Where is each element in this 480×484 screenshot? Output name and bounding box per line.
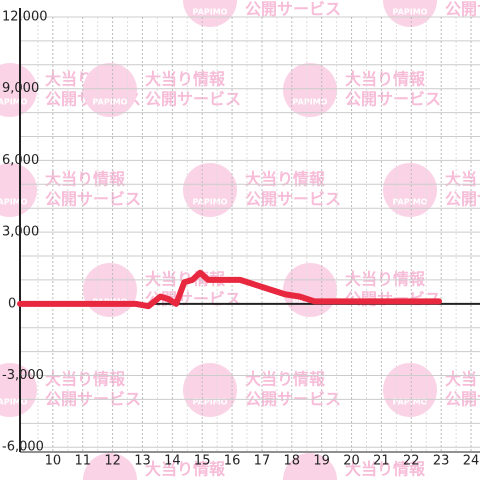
y-tick-label: 6,000 — [2, 153, 39, 168]
watermark-text: 公開サービス — [145, 90, 241, 109]
watermark-logo-text: PAPIMO — [193, 398, 228, 407]
x-tick-label: 12 — [104, 454, 121, 469]
watermark-logo-text: PAPIMO — [0, 98, 28, 107]
watermark-text: 大当り情報 — [245, 370, 326, 389]
watermark-logo-text: PAPIMO — [0, 398, 28, 407]
x-tick-label: 22 — [403, 454, 420, 469]
y-tick-label: 12,000 — [2, 10, 48, 25]
watermark-logo-text: PAPIMO — [193, 8, 228, 17]
watermark-text: 大当り情報 — [345, 70, 426, 89]
watermark-logo — [0, 363, 37, 417]
watermark-logo — [283, 63, 337, 117]
x-tick-label: 21 — [373, 454, 390, 469]
watermark-text: 大当り情報 — [345, 270, 426, 289]
x-tick-label: 17 — [254, 454, 271, 469]
watermark-logo-text: PAPIMO — [193, 198, 228, 207]
x-tick-label: 19 — [313, 454, 330, 469]
line-series — [17, 269, 443, 310]
watermark-text: 大当り情報 — [45, 170, 126, 189]
watermark-text: 大当り情報 — [445, 170, 480, 189]
watermark-text: 大当り情報 — [45, 370, 126, 389]
watermark-text: 公開サービス — [245, 0, 341, 19]
watermark-text: 大当り情報 — [245, 170, 326, 189]
watermark-text: 大当り情報 — [145, 460, 226, 479]
watermark-logo — [183, 0, 237, 27]
x-tick-label: 13 — [134, 454, 151, 469]
x-tick-label: 10 — [45, 454, 62, 469]
y-tick-label: -6,000 — [2, 440, 44, 455]
watermark-logo-text: PAPIMO — [393, 8, 428, 17]
x-tick-label: 11 — [74, 454, 91, 469]
watermark-text: 大当り情報 — [345, 460, 426, 479]
watermark-logo-text: PAPIMO — [293, 98, 328, 107]
watermark-logo — [83, 453, 137, 484]
y-tick-label: 9,000 — [2, 81, 39, 96]
watermark-logo-text: PAPIMO — [93, 98, 128, 107]
watermark-logo-text: PAPIMO — [0, 198, 28, 207]
x-tick-label: 18 — [284, 454, 301, 469]
y-tick-label: -3,000 — [2, 368, 44, 383]
watermark-logo — [283, 263, 337, 317]
y-tick-label: 0 — [8, 296, 16, 311]
watermark-logo — [0, 63, 37, 117]
watermark-text: 公開サービス — [445, 0, 480, 19]
x-tick-label: 16 — [224, 454, 241, 469]
watermark-text: 公開サービス — [445, 190, 480, 209]
x-tick-label: 14 — [164, 454, 181, 469]
watermark-text: 公開サービス — [245, 190, 341, 209]
x-tick-label: 24 — [463, 454, 480, 469]
watermark-logo — [383, 163, 437, 217]
watermark-logo — [183, 163, 237, 217]
watermark-logo — [383, 0, 437, 27]
x-tick-label: 20 — [343, 454, 360, 469]
watermark-logo — [0, 163, 37, 217]
watermark-logo — [283, 453, 337, 484]
x-tick-label: 15 — [194, 454, 211, 469]
watermark-text: 大当り情報 — [145, 70, 226, 89]
watermark-logo — [383, 363, 437, 417]
y-tick-label: 3,000 — [2, 225, 39, 240]
watermark-text: 大当り情報 — [445, 370, 480, 389]
x-tick-label: 23 — [433, 454, 450, 469]
watermark-logo-text: PAPIMO — [393, 398, 428, 407]
watermark-logo — [83, 263, 137, 317]
watermark-logo — [183, 363, 237, 417]
watermark-text: 公開サービス — [45, 190, 141, 209]
watermark-text: 公開サービス — [345, 90, 441, 109]
watermark-logo — [83, 63, 137, 117]
watermark-logo-text: PAPIMO — [393, 198, 428, 207]
